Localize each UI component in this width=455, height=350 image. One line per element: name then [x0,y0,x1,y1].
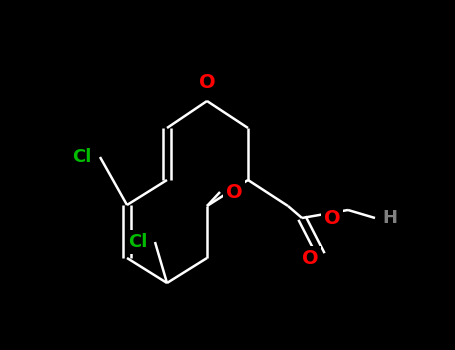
Text: Cl: Cl [128,233,148,251]
Text: H: H [383,209,398,227]
Text: O: O [199,72,215,91]
Text: Cl: Cl [72,148,92,166]
Text: O: O [302,248,318,267]
Text: O: O [324,209,340,228]
Text: O: O [226,182,243,202]
